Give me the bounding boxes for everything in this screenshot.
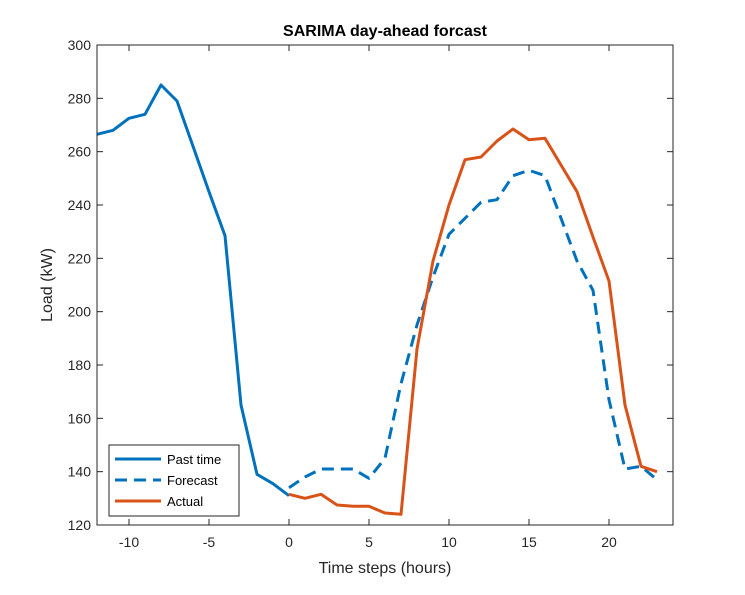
y-tick-label: 120 — [68, 517, 92, 533]
chart-title: SARIMA day-ahead forcast — [283, 23, 488, 40]
series-line-forecast — [288, 168, 658, 489]
x-tick-label: 5 — [365, 534, 373, 550]
x-tick-label: 15 — [521, 534, 537, 550]
x-tick-label: 0 — [285, 534, 293, 550]
series-line-past-time — [96, 83, 290, 497]
y-tick-label: 160 — [68, 410, 92, 426]
y-tick-label: 220 — [68, 250, 92, 266]
y-axis-label: Load (kW) — [39, 248, 56, 322]
legend-label: Past time — [167, 452, 221, 467]
legend-box — [108, 444, 240, 517]
plot-frame — [96, 44, 674, 526]
x-axis-ticks: -10 -5 0 5 10 15 20 — [119, 45, 617, 550]
y-axis-ticks: 120 140 160 180 200 220 240 260 280 300 — [68, 37, 673, 533]
y-tick-label: 300 — [68, 37, 92, 53]
series-line-actual — [288, 127, 658, 516]
x-tick-label: -10 — [119, 534, 139, 550]
legend-label: Actual — [167, 494, 203, 509]
y-tick-label: 200 — [68, 304, 92, 320]
x-tick-label: 10 — [441, 534, 457, 550]
y-tick-label: 180 — [68, 357, 92, 373]
legend-label: Forecast — [167, 473, 218, 488]
x-tick-label: 20 — [601, 534, 617, 550]
x-tick-label: -5 — [203, 534, 216, 550]
x-axis-label: Time steps (hours) — [319, 560, 452, 577]
y-tick-label: 280 — [68, 90, 92, 106]
y-tick-label: 140 — [68, 464, 92, 480]
y-tick-label: 260 — [68, 144, 92, 160]
series-lines — [96, 83, 658, 516]
y-tick-label: 240 — [68, 197, 92, 213]
legend: Past time Forecast Actual — [108, 444, 240, 517]
